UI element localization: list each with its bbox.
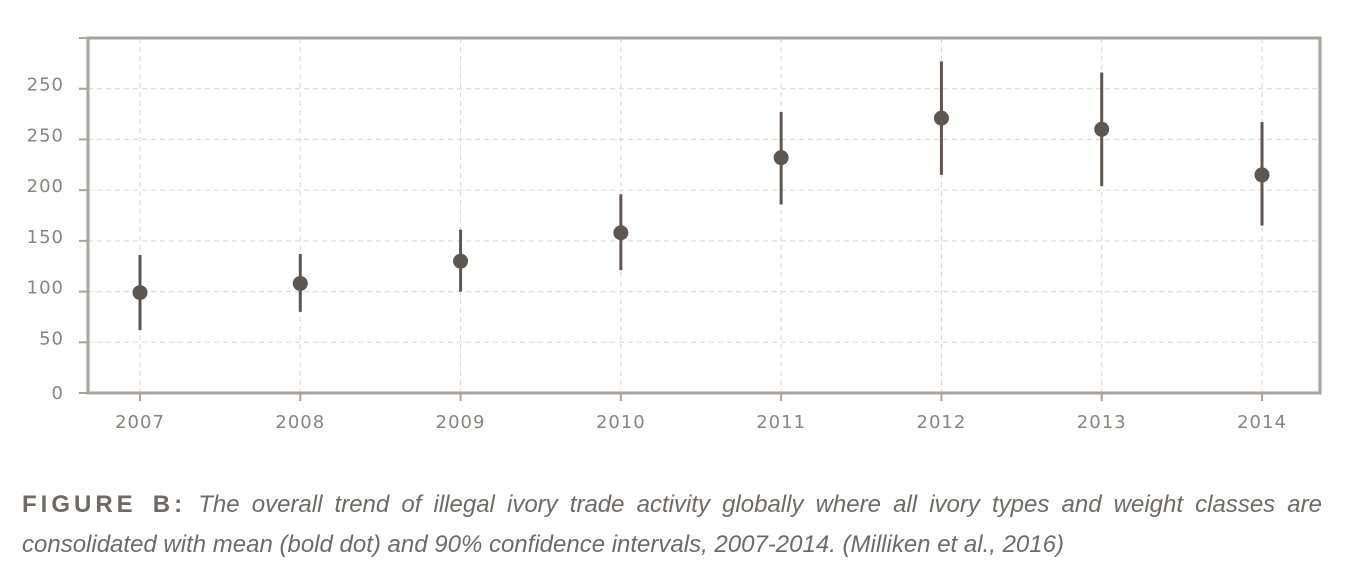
chart: 0 50 100 150 200 250 250 2007 2008 2009 2010 2011 20… <box>27 36 1322 433</box>
mean-point <box>132 285 148 301</box>
mean-point <box>933 110 949 126</box>
figure-label: FIGURE B: <box>22 491 187 518</box>
mean-point <box>1254 167 1270 183</box>
mean-point <box>773 150 789 166</box>
mean-point <box>613 225 629 241</box>
mean-point <box>1094 121 1110 137</box>
y-tick-label: 250 <box>27 75 64 96</box>
y-tick-label: 250 <box>27 125 64 146</box>
y-tick-label: 50 <box>39 328 64 349</box>
figure-caption-text: The overall trend of illegal ivory trade… <box>22 491 1322 558</box>
x-tick-label: 2008 <box>275 412 325 433</box>
x-tick-label: 2009 <box>436 412 486 433</box>
y-tick-label: 100 <box>27 278 64 299</box>
chart-svg: 0 50 100 150 200 250 250 2007 2008 2009 2010 2011 20… <box>27 36 1322 433</box>
x-tick-label: 2007 <box>115 412 165 433</box>
y-tick-label: 150 <box>27 227 64 248</box>
figure-caption: FIGURE B: The overall trend of illegal i… <box>22 485 1322 565</box>
x-tick-label: 2012 <box>917 412 967 433</box>
x-tick-label: 2014 <box>1237 412 1287 433</box>
plot-frame <box>86 36 1322 395</box>
mean-point <box>453 253 469 269</box>
y-tick-label: 200 <box>27 176 64 197</box>
x-tick-label: 2010 <box>596 412 646 433</box>
mean-point <box>292 275 308 291</box>
y-tick-label: 0 <box>52 383 64 404</box>
x-tick-label: 2011 <box>756 412 806 433</box>
x-tick-label: 2013 <box>1077 412 1127 433</box>
